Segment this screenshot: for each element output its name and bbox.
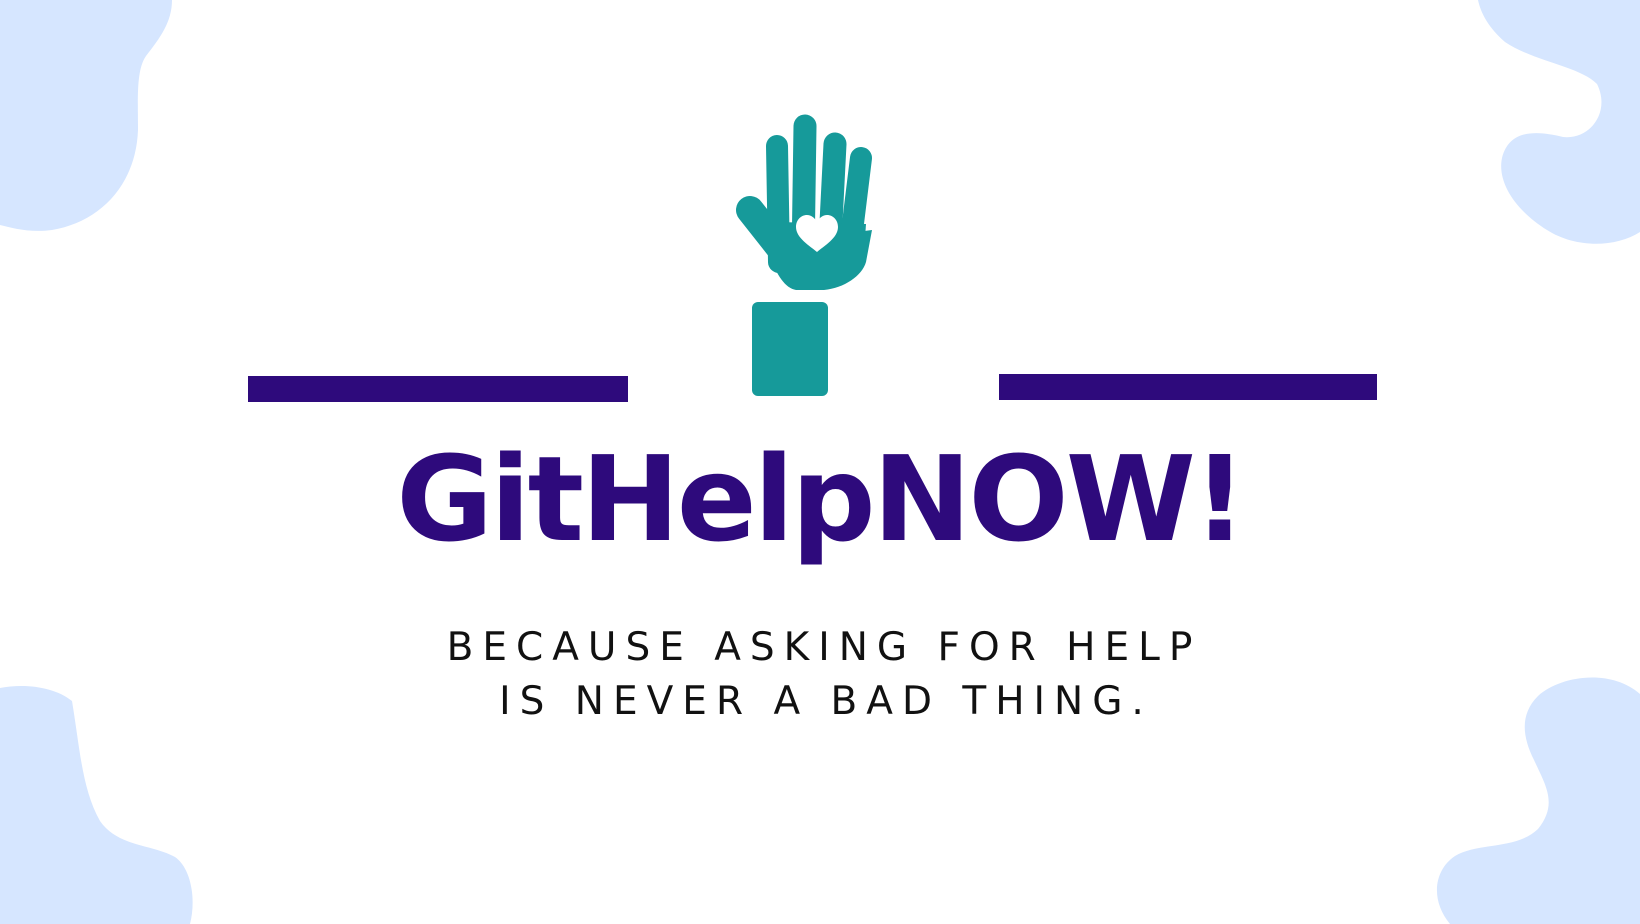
raised-hand-with-heart-icon xyxy=(730,112,890,407)
divider-right xyxy=(999,374,1377,400)
tagline-line-2: IS NEVER A BAD THING. xyxy=(0,676,1640,728)
tagline-line-1: BECAUSE ASKING FOR HELP xyxy=(0,622,1640,674)
divider-left xyxy=(248,376,628,402)
brand-title: GitHelpNOW! xyxy=(0,424,1640,574)
decorative-blob-top-right xyxy=(1475,0,1640,250)
decorative-blob-top-left xyxy=(0,0,175,235)
